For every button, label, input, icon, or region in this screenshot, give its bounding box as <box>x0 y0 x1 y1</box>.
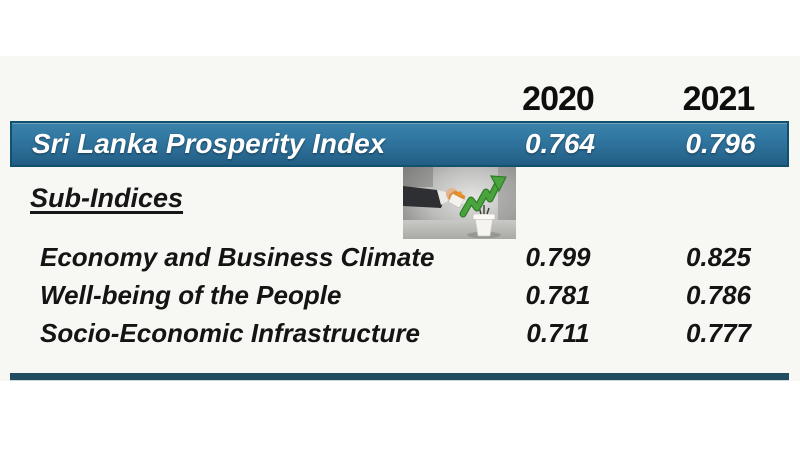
header-label-spacer <box>10 99 483 100</box>
bottom-rule <box>10 373 789 380</box>
column-header-2021: 2021 <box>682 80 756 118</box>
row-label-wellbeing: Well-being of the People <box>40 279 342 310</box>
suit-sleeve <box>403 186 445 208</box>
main-index-label: Sri Lanka Prosperity Index <box>32 128 386 159</box>
column-header-2020: 2020 <box>522 80 595 118</box>
sub-index-rows: Economy and Business Climate 0.799 0.825… <box>10 238 790 352</box>
main-index-value-2020: 0.764 <box>524 128 596 159</box>
main-index-row: Sri Lanka Prosperity Index 0.764 0.796 <box>10 121 789 167</box>
row-value-economy-2021: 0.825 <box>685 241 752 272</box>
header-gap <box>633 99 647 100</box>
row-value-wellbeing-2020: 0.781 <box>525 279 591 310</box>
main-bar-gap <box>635 144 649 145</box>
shirt-cuff <box>437 190 448 205</box>
row-value-socioeconomic-2020: 0.711 <box>526 317 590 348</box>
main-index-value-2021: 0.796 <box>685 128 756 159</box>
row-value-wellbeing-2021: 0.786 <box>685 279 752 310</box>
year-header-row: 2020 2021 <box>10 80 790 118</box>
row-label-socioeconomic: Socio-Economic Infrastructure <box>40 317 420 348</box>
row-value-economy-2020: 0.799 <box>525 241 591 272</box>
hand-watering-growth-image <box>403 167 516 239</box>
sub-indices-heading: Sub-Indices <box>30 183 184 213</box>
row-value-socioeconomic-2021: 0.777 <box>685 317 752 348</box>
growth-arrow <box>459 175 507 218</box>
content-panel <box>0 56 800 381</box>
row-label-economy: Economy and Business Climate <box>40 241 435 272</box>
flower-pot <box>472 213 496 237</box>
